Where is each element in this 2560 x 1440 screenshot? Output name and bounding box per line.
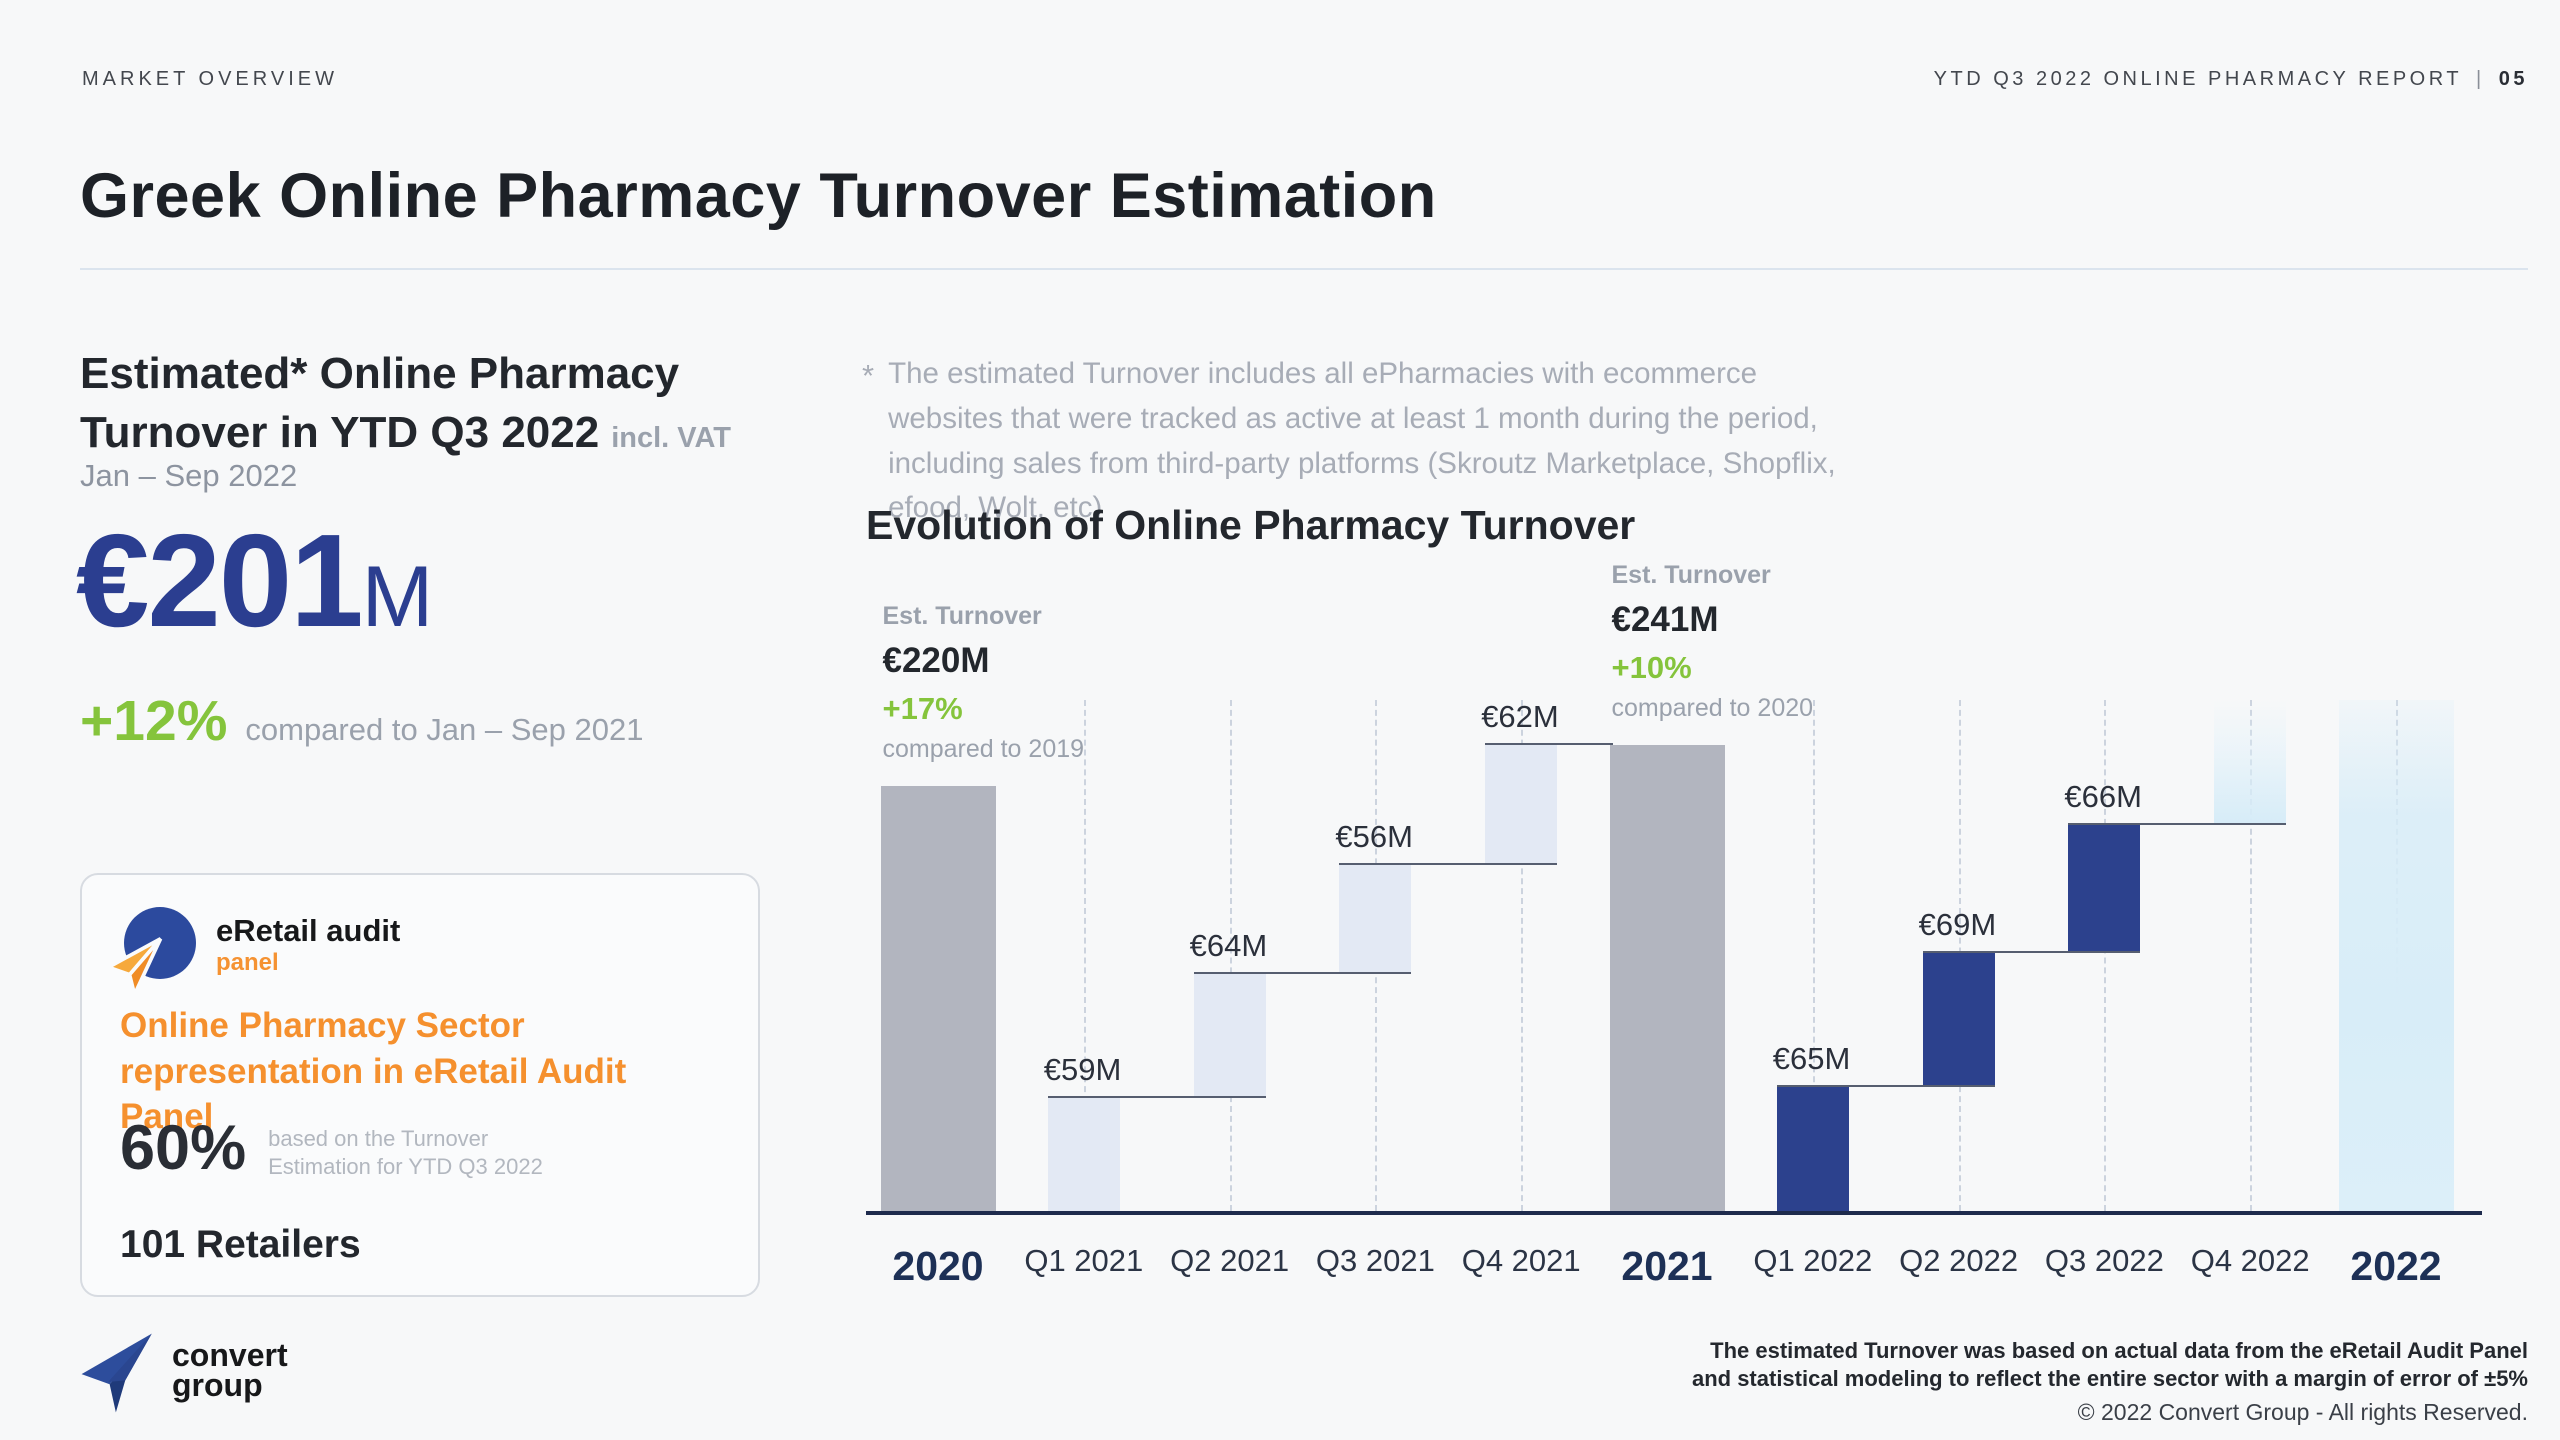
x-axis-label: Q3 2022 bbox=[2044, 1243, 2164, 1278]
chart-bar-q1-2022 bbox=[1776, 1086, 1849, 1213]
chart-connector-line bbox=[1339, 863, 1558, 866]
card-stat-row: 60% based on the Turnover Estimation for… bbox=[120, 1117, 578, 1180]
eretail-audit-logo: eRetail audit panel bbox=[106, 905, 420, 997]
chart-bar-2020 bbox=[880, 785, 996, 1213]
turnover-footnote: * The estimated Turnover includes all eP… bbox=[862, 352, 1843, 531]
annotation-title: Est. Turnover bbox=[1611, 561, 1771, 589]
chart-connector-line bbox=[1922, 950, 2141, 953]
turnover-value: €201 bbox=[76, 507, 364, 654]
chart-gridline bbox=[1812, 700, 1815, 1211]
convert-group-wordmark: convert group bbox=[172, 1337, 288, 1404]
period-label: Jan – Sep 2022 bbox=[80, 458, 298, 493]
chart-gridline bbox=[1229, 700, 1232, 1211]
chart-gridline bbox=[2104, 700, 2107, 1211]
convert-word: convert bbox=[172, 1337, 288, 1373]
page-number: 05 bbox=[2498, 68, 2528, 90]
delta-percent: +12% bbox=[80, 689, 228, 753]
left-heading-line1: Estimated* Online Pharmacy bbox=[80, 349, 680, 398]
x-axis-label: Q3 2021 bbox=[1315, 1243, 1435, 1278]
chart-connector-line bbox=[1485, 743, 1614, 745]
convert-group-plane-icon bbox=[81, 1333, 152, 1413]
report-header: YTD Q3 2022 ONLINE PHARMACY REPORT | 05 bbox=[1934, 68, 2528, 91]
chart-bar-q3-2021 bbox=[1339, 865, 1412, 975]
chart-connector-line bbox=[1047, 1096, 1266, 1099]
chart-gridline bbox=[1083, 700, 1086, 1211]
x-axis-label: Q2 2022 bbox=[1899, 1243, 2019, 1278]
header-separator: | bbox=[2476, 68, 2485, 90]
bar-value-label: €59M bbox=[1043, 1052, 1122, 1088]
annotation-delta: +17% bbox=[882, 690, 963, 726]
report-name: YTD Q3 2022 ONLINE PHARMACY REPORT bbox=[1933, 68, 2463, 90]
convert-group-logo: convert group bbox=[80, 1332, 400, 1422]
title-divider bbox=[80, 268, 2528, 270]
x-axis-label: 2022 bbox=[2350, 1243, 2442, 1289]
delta-note: compared to Jan – Sep 2021 bbox=[245, 712, 644, 747]
breadcrumb: MARKET OVERVIEW bbox=[82, 68, 338, 90]
chart-gridline bbox=[2250, 700, 2253, 1211]
chart-connector-line bbox=[1776, 1084, 1995, 1087]
bar-value-label: €66M bbox=[2064, 778, 2142, 814]
footer-disclaimer: The estimated Turnover was based on actu… bbox=[1692, 1337, 2528, 1426]
chart-bar-q2-2021 bbox=[1193, 974, 1266, 1099]
left-heading: Estimated* Online Pharmacy Turnover in Y… bbox=[80, 345, 731, 462]
chart-bar-q4-2021 bbox=[1485, 745, 1558, 866]
eretail-cursor-icon bbox=[106, 937, 163, 997]
chart-gridline bbox=[1521, 700, 1524, 1211]
turnover-unit: M bbox=[361, 549, 434, 645]
chart-bar-q4-2022 bbox=[2214, 700, 2287, 825]
retailers-count: 101 Retailers bbox=[120, 1223, 361, 1266]
chart-connector-line bbox=[1193, 972, 1412, 975]
annotation-delta: +10% bbox=[1611, 650, 1692, 685]
annotation-value: €241M bbox=[1611, 600, 1719, 639]
x-axis-label: Q1 2021 bbox=[1024, 1243, 1144, 1278]
bar-value-label: €65M bbox=[1772, 1040, 1851, 1076]
eretail-logo-title: eRetail audit bbox=[216, 913, 401, 948]
chart-title: Evolution of Online Pharmacy Turnover bbox=[866, 502, 1636, 548]
left-heading-line2: Turnover in YTD Q3 2022 bbox=[80, 407, 600, 457]
turnover-delta: +12% compared to Jan – Sep 2021 bbox=[80, 688, 644, 754]
turnover-stat: €201M bbox=[76, 515, 433, 647]
chart-annotation-2020: Est. Turnover €220M +17% compared to 2019 bbox=[883, 602, 1085, 764]
annotation-delta-note: compared to 2019 bbox=[882, 734, 1085, 763]
annotation-title: Est. Turnover bbox=[882, 601, 1042, 630]
eretail-logo-subtitle: panel bbox=[216, 949, 279, 976]
x-axis-label: Q4 2021 bbox=[1461, 1243, 1581, 1278]
x-axis-label: Q2 2021 bbox=[1170, 1243, 1290, 1278]
card-heading: Online Pharmacy Sector representation in… bbox=[120, 1006, 627, 1136]
x-axis-label: 2020 bbox=[892, 1243, 984, 1289]
chart-bar-q2-2022 bbox=[1922, 952, 1995, 1087]
eretail-panel-card: eRetail audit panel Online Pharmacy Sect… bbox=[80, 873, 760, 1297]
bar-value-label: €64M bbox=[1189, 928, 1268, 964]
page-title: Greek Online Pharmacy Turnover Estimatio… bbox=[80, 161, 1437, 231]
chart-bar-2022 bbox=[2338, 700, 2454, 1213]
annotation-value: €220M bbox=[882, 640, 990, 680]
chart-annotation-2021: Est. Turnover €241M +10% compared to 2020 bbox=[1612, 561, 1814, 723]
group-word: group bbox=[172, 1367, 263, 1404]
chart-bar-q1-2021 bbox=[1047, 1098, 1120, 1213]
footnote-text: The estimated Turnover includes all ePha… bbox=[888, 357, 1836, 525]
bar-value-label: €69M bbox=[1918, 906, 1997, 942]
annotation-delta-note: compared to 2020 bbox=[1611, 694, 1814, 722]
waterfall-chart: 2020 €59M Q1 2021 €64M Q2 2021 €56M Q3 2021 €62… bbox=[866, 561, 2490, 1289]
bar-value-label: €62M bbox=[1481, 699, 1559, 734]
chart-bar-2021 bbox=[1609, 745, 1725, 1213]
x-axis-label: 2021 bbox=[1621, 1243, 1713, 1289]
representation-stat-note: based on the Turnover Estimation for YTD… bbox=[268, 1126, 543, 1179]
x-axis-label: Q4 2022 bbox=[2190, 1243, 2310, 1278]
chart-connector-line bbox=[2068, 822, 2287, 825]
bar-value-label: €56M bbox=[1335, 819, 1413, 855]
x-axis-line bbox=[866, 1211, 2482, 1215]
x-axis-label: Q1 2022 bbox=[1753, 1243, 1873, 1278]
chart-bar-q3-2022 bbox=[2068, 824, 2141, 953]
asterisk-marker: * bbox=[862, 358, 875, 393]
disclaimer-line2: and statistical modeling to reflect the … bbox=[1691, 1366, 2528, 1392]
disclaimer-line1: The estimated Turnover was based on actu… bbox=[1710, 1338, 2528, 1363]
copyright: © 2022 Convert Group - All rights Reserv… bbox=[2077, 1399, 2528, 1426]
representation-stat: 60% bbox=[120, 1113, 247, 1183]
vat-suffix: incl. VAT bbox=[611, 421, 731, 454]
